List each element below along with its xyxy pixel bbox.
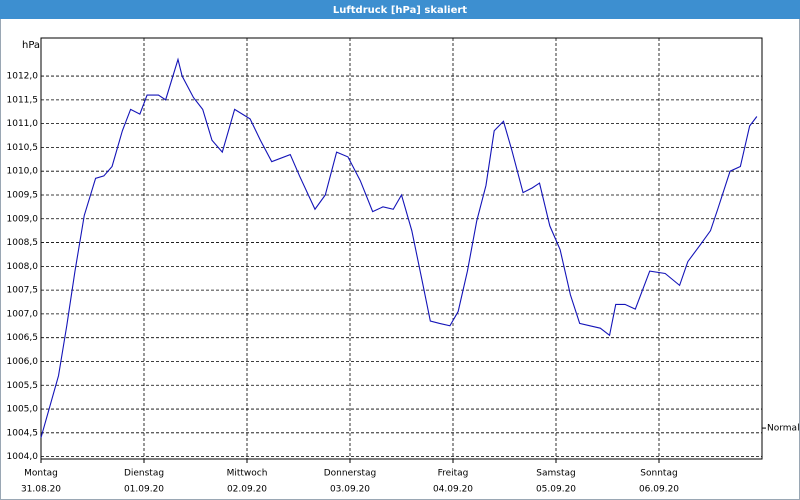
plot-area	[40, 37, 763, 460]
x-tick-label: Samstag	[536, 469, 575, 479]
y-tick-label: 1009,0	[7, 214, 39, 224]
y-tick-label: 1011,5	[7, 95, 39, 105]
y-tick-label: 1004,5	[7, 428, 39, 438]
y-tick-label: 1010,0	[7, 167, 39, 177]
y-tick-label: 1009,5	[7, 190, 39, 200]
data-line	[40, 57, 758, 438]
reference-label: Normal	[767, 424, 800, 434]
x-tick-label: Freitag	[438, 469, 469, 479]
x-tick-date: 04.09.20	[433, 485, 473, 495]
y-tick-label: 1008,5	[7, 238, 39, 248]
y-tick-label: 1005,0	[7, 405, 39, 415]
title-bar	[0, 0, 800, 19]
y-tick-label: 1007,5	[7, 286, 39, 296]
y-tick-label: 1011,0	[7, 119, 39, 129]
x-tick-label: Dienstag	[124, 469, 164, 479]
x-tick-date: 01.09.20	[124, 485, 164, 495]
x-tick-date: 03.09.20	[330, 485, 370, 495]
y-tick-label: 1005,5	[7, 381, 39, 391]
x-tick-label: Mittwoch	[227, 469, 268, 479]
x-tick-date: 31.08.20	[21, 485, 61, 495]
y-tick-label: 1004,0	[7, 452, 39, 462]
y-tick-label: 1006,5	[7, 333, 39, 343]
x-tick-label: Donnerstag	[324, 469, 377, 479]
x-tick-date: 06.09.20	[639, 485, 679, 495]
x-tick-label: Sonntag	[640, 469, 677, 479]
y-tick-label: 1006,0	[7, 357, 39, 367]
y-unit: hPa	[22, 40, 40, 51]
x-tick-label: Montag	[24, 469, 58, 479]
y-tick-label: 1007,0	[7, 309, 39, 319]
x-tick-date: 05.09.20	[536, 485, 576, 495]
chart-title: Luftdruck [hPa] skaliert	[333, 5, 467, 16]
y-tick-label: 1010,5	[7, 143, 39, 153]
x-tick-date: 02.09.20	[227, 485, 267, 495]
y-tick-label: 1008,0	[7, 262, 39, 272]
y-tick-label: 1012,0	[7, 72, 39, 82]
